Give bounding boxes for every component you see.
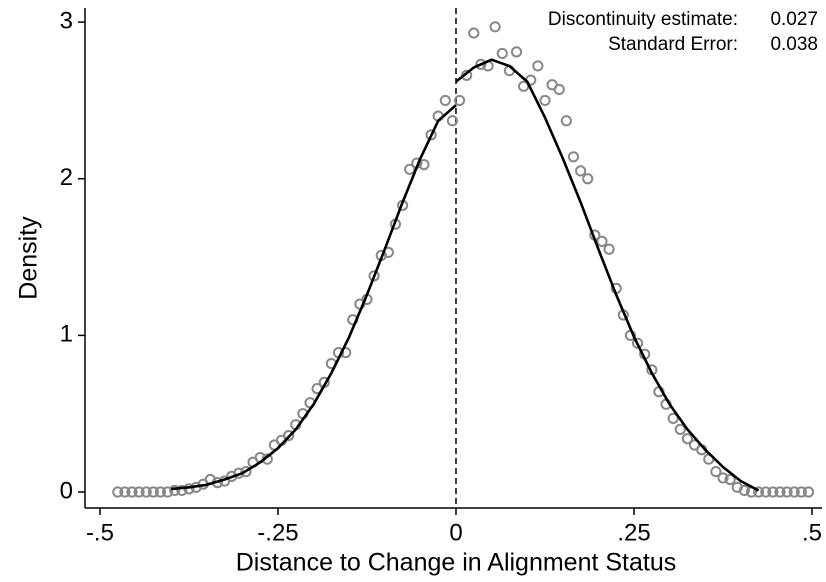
bin-point (119, 486, 131, 498)
y-tick-label: 3 (60, 7, 73, 34)
bin-point (767, 486, 779, 498)
x-axis-title: Distance to Change in Alignment Status (236, 549, 677, 577)
bin-point (724, 473, 736, 486)
bin-point (596, 235, 608, 247)
bin-point (140, 486, 152, 498)
bin-point (631, 337, 644, 349)
y-tick-label: 1 (60, 321, 73, 348)
bin-point (439, 94, 451, 107)
bin-point (489, 21, 501, 33)
bin-point (126, 486, 138, 498)
bin-point (560, 115, 572, 127)
bin-point (133, 486, 145, 498)
bin-point (674, 423, 686, 435)
x-tick-label: -.25 (257, 519, 298, 546)
bin-point (788, 486, 800, 498)
bin-point (446, 115, 459, 127)
bin-point (162, 486, 174, 498)
annotation-value: 0.038 (770, 34, 818, 55)
bin-point (710, 466, 722, 478)
bin-point (774, 486, 786, 498)
y-tick-label: 0 (60, 477, 73, 504)
bin-point (496, 47, 508, 60)
bin-point (795, 486, 807, 498)
bin-point (475, 58, 487, 70)
fit-line (171, 104, 457, 491)
bin-point (147, 486, 159, 498)
x-tick-label: .25 (617, 519, 650, 546)
x-tick-label: 0 (449, 519, 462, 546)
x-tick-label: -.5 (86, 519, 114, 546)
annotation-label: Discontinuity estimate: (548, 9, 738, 30)
bin-point (802, 486, 815, 498)
bin-point (283, 430, 295, 442)
bin-point (760, 486, 772, 498)
bin-point (532, 60, 544, 72)
bin-point (553, 83, 565, 96)
bin-point (154, 486, 167, 498)
y-tick-label: 2 (60, 164, 73, 191)
bin-point (681, 433, 694, 445)
bin-point (176, 484, 188, 497)
bin-point (169, 484, 181, 497)
y-axis-title: Density (15, 216, 43, 300)
annotation-value: 0.027 (770, 9, 818, 30)
bin-point (240, 466, 252, 478)
annotation-label: Standard Error: (608, 34, 738, 55)
bin-point (453, 94, 466, 107)
bin-point (468, 27, 480, 39)
bin-point (781, 486, 793, 498)
bin-point (510, 46, 523, 58)
bin-point (368, 270, 380, 282)
bin-point (575, 165, 587, 177)
bin-point (753, 486, 765, 498)
bin-point (582, 173, 594, 185)
fit-line (455, 58, 760, 492)
bin-point (404, 163, 416, 175)
bin-point (603, 243, 615, 255)
bin-point (717, 472, 729, 484)
x-tick-label: .5 (802, 519, 822, 546)
bin-point (418, 159, 430, 171)
bin-point (425, 129, 437, 141)
bin-point (539, 94, 551, 107)
bin-point (112, 486, 124, 498)
bin-point (738, 484, 750, 497)
bin-point (567, 151, 580, 163)
bin-point (667, 412, 679, 425)
